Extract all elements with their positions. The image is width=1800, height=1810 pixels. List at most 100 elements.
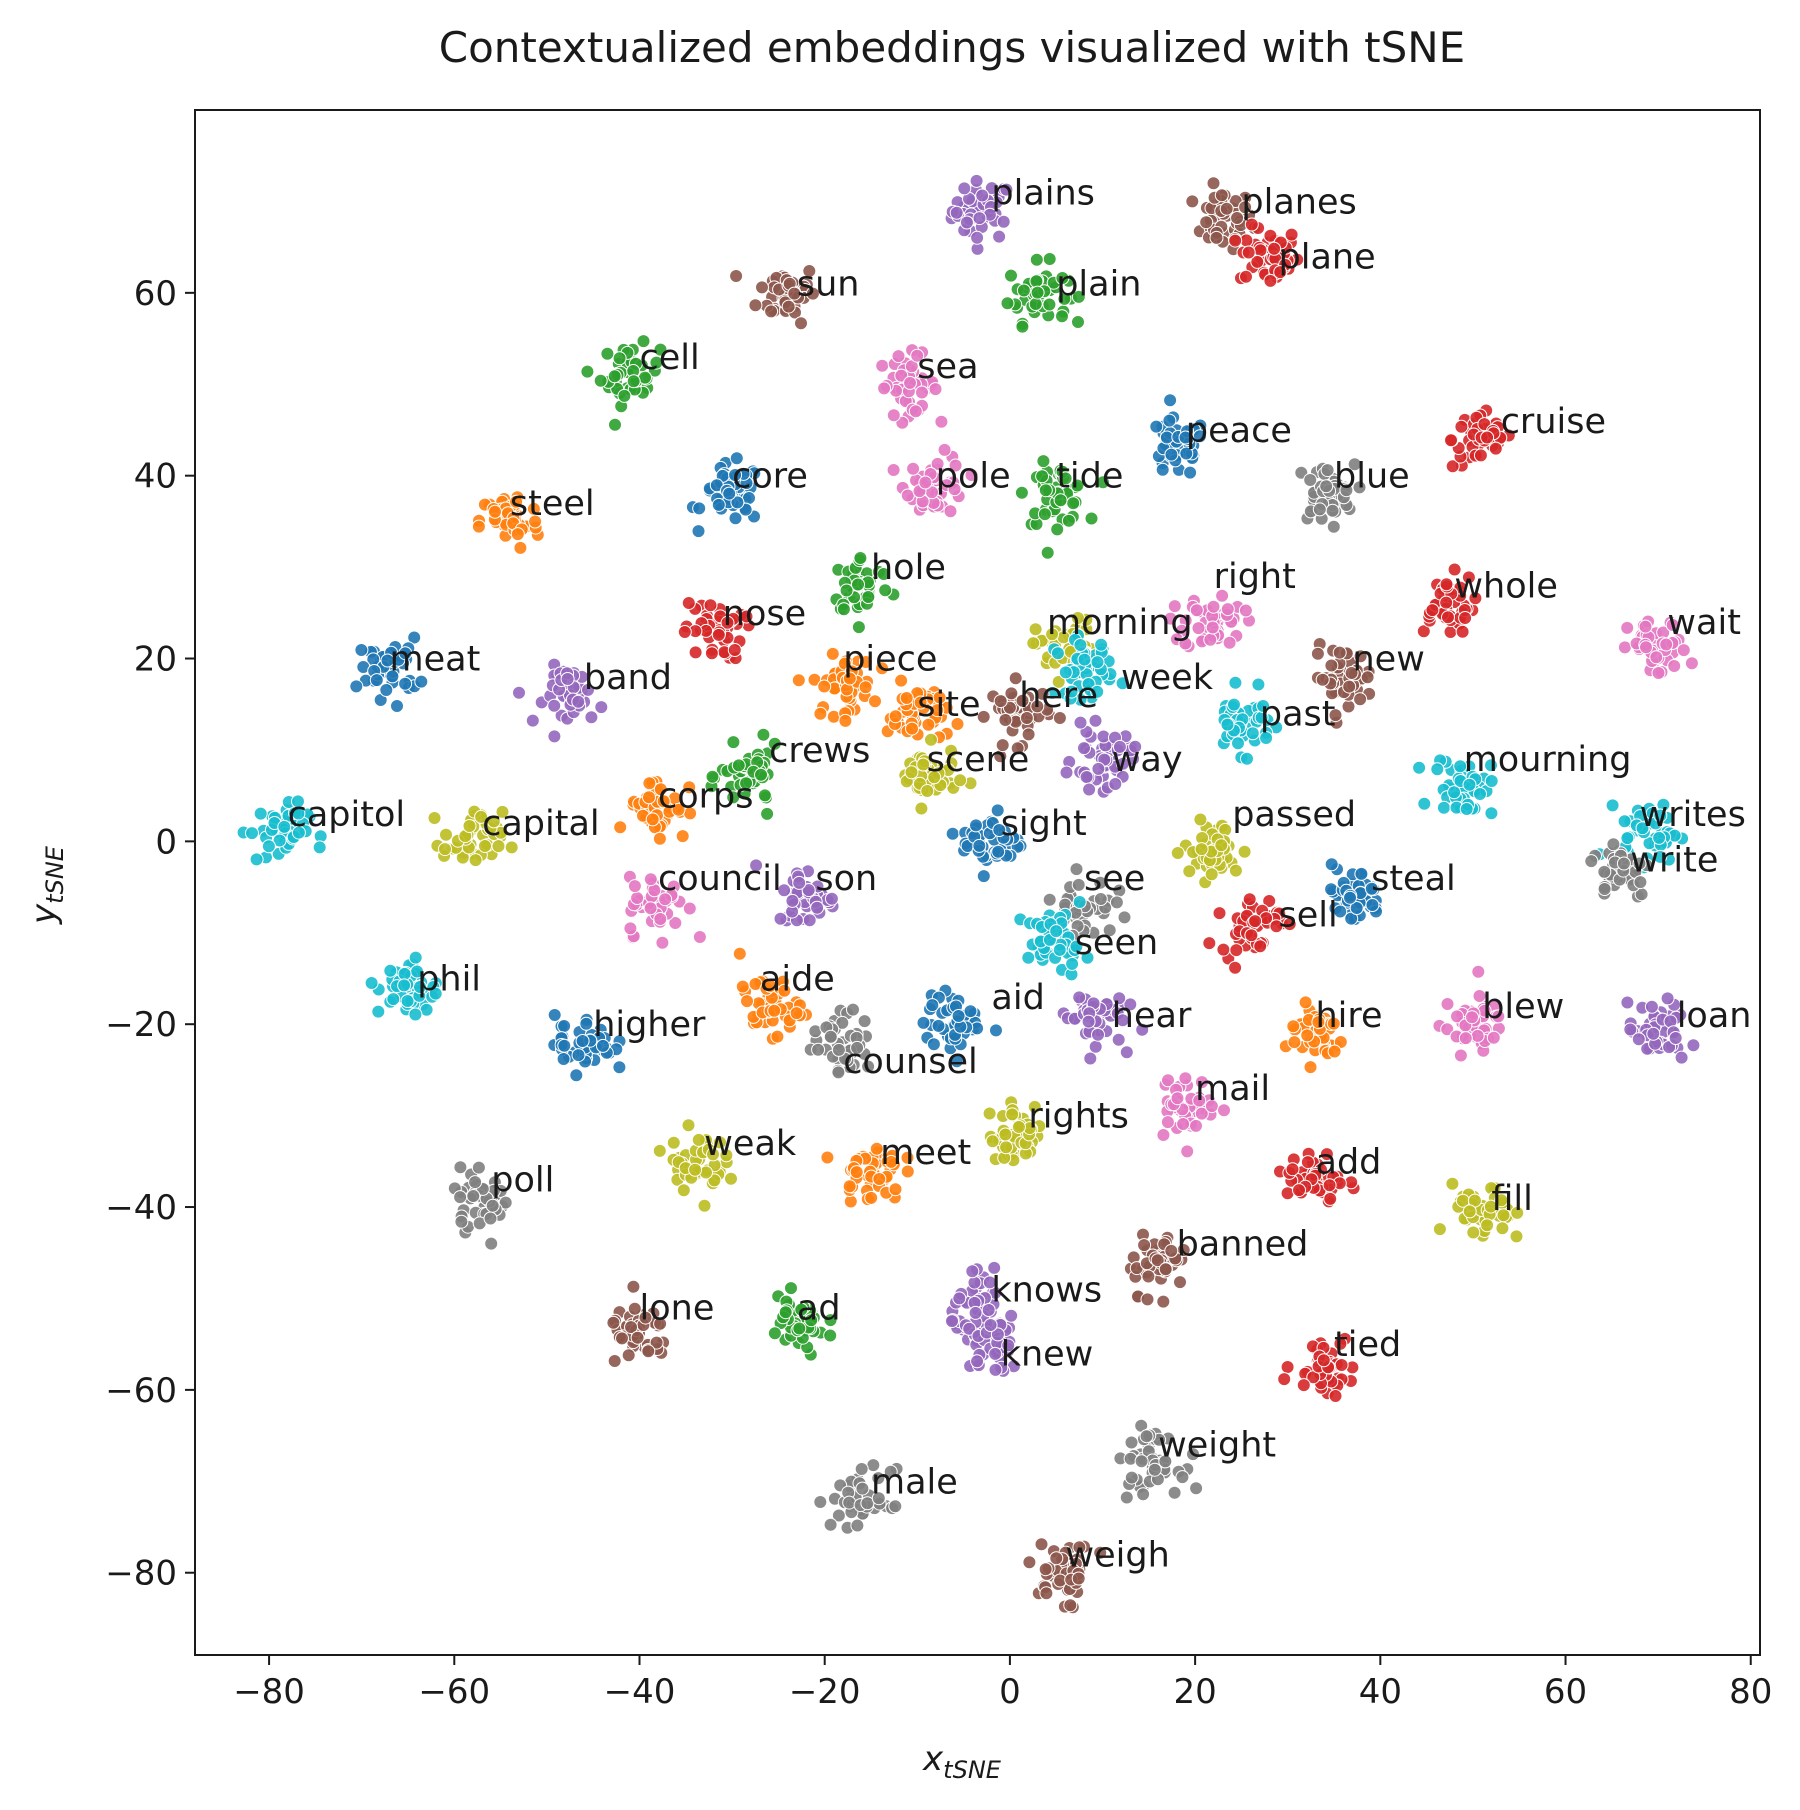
point-past — [1251, 677, 1266, 692]
y-tick-label: −40 — [105, 1188, 177, 1228]
point-meet — [820, 1150, 835, 1165]
label-plains: plains — [991, 173, 1095, 213]
point-meat — [354, 643, 369, 657]
point-tide — [1040, 545, 1055, 560]
label-weight: weight — [1158, 1426, 1276, 1466]
point-weak — [676, 1183, 691, 1198]
point-ad — [778, 1305, 793, 1320]
cluster-way — [1059, 713, 1143, 799]
point-steel — [513, 540, 528, 555]
point-tide — [1035, 469, 1050, 484]
point-right — [1220, 602, 1235, 617]
point-add — [1323, 1191, 1338, 1206]
point-council — [643, 872, 658, 887]
point-mail — [1156, 1128, 1171, 1142]
point-council — [653, 912, 668, 926]
point-right — [1215, 588, 1230, 603]
point-sell — [1248, 914, 1263, 929]
point-ad — [823, 1328, 838, 1343]
point-wait — [1617, 640, 1632, 655]
point-blue — [1326, 519, 1341, 534]
point-crews — [705, 769, 720, 784]
point-weak — [688, 1162, 703, 1177]
point-steal — [1354, 866, 1369, 881]
point-aid — [916, 1015, 931, 1030]
point-lone — [621, 1348, 636, 1363]
plot-frame — [194, 109, 1761, 1656]
point-weight — [1175, 1470, 1190, 1485]
label-weak: weak — [704, 1124, 797, 1164]
point-phil — [386, 992, 401, 1007]
point-corps — [642, 790, 656, 805]
label-wait: wait — [1667, 603, 1741, 643]
point-capital — [439, 827, 453, 842]
point-piece — [868, 694, 882, 709]
point-hole — [836, 602, 851, 617]
point-sun — [802, 264, 817, 278]
point-loan — [1660, 991, 1675, 1006]
point-plain — [1071, 315, 1085, 329]
x-tick-label: 60 — [1544, 1672, 1587, 1712]
point-meat — [398, 676, 413, 691]
point-sell — [1229, 943, 1244, 958]
point-write — [1597, 864, 1612, 879]
point-fill — [1462, 1204, 1477, 1219]
point-wait — [1651, 666, 1666, 680]
x-tick-label: −20 — [789, 1672, 861, 1712]
point-loan — [1644, 999, 1659, 1014]
point-core — [691, 524, 706, 539]
point-mail — [1160, 1115, 1175, 1130]
point-sight — [991, 844, 1006, 859]
point-write — [1606, 837, 1621, 852]
point-here — [1019, 711, 1034, 725]
label-planes: planes — [1241, 182, 1356, 222]
point-core — [692, 501, 707, 516]
point-plain — [1000, 296, 1015, 311]
point-capitol — [312, 840, 327, 855]
point-here — [1021, 727, 1036, 742]
point-way — [1077, 741, 1091, 756]
point-plains — [970, 230, 985, 245]
point-here — [1030, 699, 1045, 714]
point-pole — [918, 475, 933, 490]
point-son — [810, 900, 825, 915]
point-past — [1245, 726, 1260, 741]
point-whole — [1458, 611, 1473, 625]
point-pole — [964, 468, 979, 482]
cluster-tide — [1014, 454, 1110, 560]
point-cell — [580, 364, 595, 379]
point-peace — [1163, 393, 1178, 408]
point-passed — [1237, 844, 1252, 859]
point-plains — [972, 211, 987, 226]
point-crews — [756, 727, 771, 742]
label-son: son — [815, 859, 877, 899]
point-higher — [575, 1034, 590, 1048]
point-rights — [998, 1127, 1013, 1142]
label-knows: knows — [991, 1270, 1102, 1310]
point-steal — [1343, 890, 1357, 905]
point-right — [1238, 603, 1253, 618]
point-core — [728, 468, 743, 482]
point-meat — [407, 630, 422, 645]
point-scene — [916, 757, 931, 772]
point-blew — [1465, 1010, 1479, 1025]
point-crews — [726, 790, 741, 805]
point-piece — [858, 680, 873, 695]
point-nose — [681, 596, 696, 610]
y-tick-label: 40 — [134, 457, 177, 497]
point-write — [1597, 882, 1612, 896]
point-fill — [1495, 1221, 1510, 1236]
label-here: here — [1019, 676, 1098, 716]
point-wait — [1659, 637, 1674, 652]
label-meat: meat — [390, 640, 481, 680]
point-aid — [931, 1018, 946, 1033]
point-council — [655, 935, 670, 950]
point-fill — [1432, 1222, 1447, 1237]
point-council — [692, 930, 707, 944]
point-whole — [1425, 603, 1440, 618]
point-passed — [1182, 864, 1197, 879]
point-aid — [963, 1004, 978, 1019]
point-past — [1228, 675, 1243, 690]
point-core — [711, 497, 726, 512]
label-sight: sight — [1001, 804, 1087, 844]
